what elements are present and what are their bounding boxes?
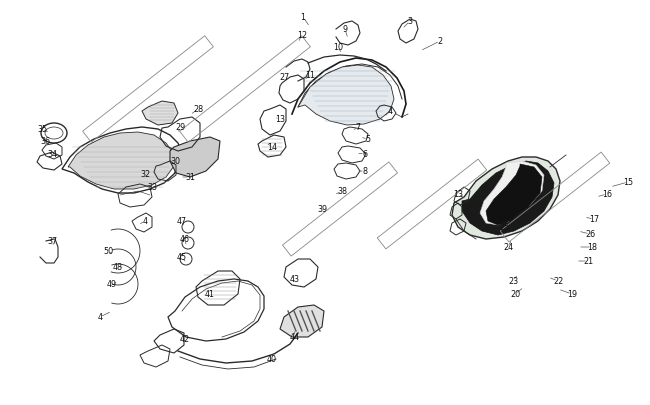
Text: 9: 9	[343, 26, 348, 34]
Text: 21: 21	[583, 257, 593, 266]
Text: 37: 37	[47, 237, 57, 246]
Text: 14: 14	[267, 143, 277, 152]
Text: 39: 39	[317, 205, 327, 214]
Text: 24: 24	[503, 243, 513, 252]
Text: 44: 44	[290, 333, 300, 342]
Polygon shape	[170, 138, 220, 177]
Polygon shape	[68, 133, 174, 190]
Text: 35: 35	[37, 125, 47, 134]
Text: 5: 5	[365, 135, 370, 144]
Text: 42: 42	[180, 335, 190, 344]
Text: 29: 29	[175, 123, 185, 132]
Text: 1: 1	[300, 13, 306, 22]
Text: 43: 43	[290, 275, 300, 284]
Text: 28: 28	[193, 105, 203, 114]
Text: 31: 31	[185, 173, 195, 182]
Text: 11: 11	[305, 70, 315, 79]
Text: 48: 48	[113, 263, 123, 272]
Text: 10: 10	[333, 43, 343, 52]
Text: 4: 4	[387, 107, 393, 116]
Text: 38: 38	[337, 187, 347, 196]
Text: 25: 25	[500, 223, 510, 232]
Text: 4: 4	[142, 217, 148, 226]
Text: 46: 46	[180, 235, 190, 244]
Text: 26: 26	[585, 230, 595, 239]
Text: 13: 13	[275, 115, 285, 124]
Text: 40: 40	[267, 355, 277, 364]
Text: 3: 3	[408, 17, 413, 26]
Text: 47: 47	[177, 217, 187, 226]
Polygon shape	[452, 158, 560, 239]
Text: 8: 8	[363, 167, 367, 176]
Text: 50: 50	[103, 247, 113, 256]
Text: 32: 32	[140, 170, 150, 179]
Text: 41: 41	[205, 290, 215, 299]
Text: 36: 36	[40, 137, 50, 146]
Polygon shape	[142, 102, 178, 126]
Polygon shape	[480, 162, 544, 226]
Text: 16: 16	[602, 190, 612, 199]
Text: 30: 30	[170, 157, 180, 166]
Text: 49: 49	[107, 280, 117, 289]
Text: 45: 45	[177, 253, 187, 262]
Polygon shape	[280, 305, 324, 337]
Text: 4: 4	[98, 313, 103, 322]
Text: 19: 19	[567, 290, 577, 299]
Text: 17: 17	[589, 215, 599, 224]
Text: 7: 7	[356, 123, 361, 132]
Polygon shape	[298, 66, 394, 126]
Text: 12: 12	[297, 30, 307, 39]
Text: 6: 6	[363, 150, 367, 159]
Text: 34: 34	[47, 150, 57, 159]
Text: 23: 23	[508, 277, 518, 286]
Text: 33: 33	[147, 183, 157, 192]
Text: 18: 18	[587, 243, 597, 252]
Text: 2: 2	[437, 37, 443, 47]
Text: 15: 15	[623, 178, 633, 187]
Polygon shape	[462, 162, 554, 235]
Text: 20: 20	[510, 290, 520, 299]
Polygon shape	[486, 164, 542, 226]
Text: 27: 27	[280, 73, 290, 82]
Text: 22: 22	[553, 277, 563, 286]
Text: 13: 13	[453, 190, 463, 199]
